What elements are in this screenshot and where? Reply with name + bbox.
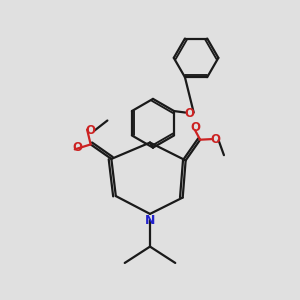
Text: O: O (86, 124, 96, 137)
Text: O: O (190, 121, 201, 134)
Text: O: O (210, 133, 220, 146)
Text: O: O (184, 107, 194, 120)
Text: O: O (73, 141, 83, 154)
Text: N: N (145, 214, 155, 227)
